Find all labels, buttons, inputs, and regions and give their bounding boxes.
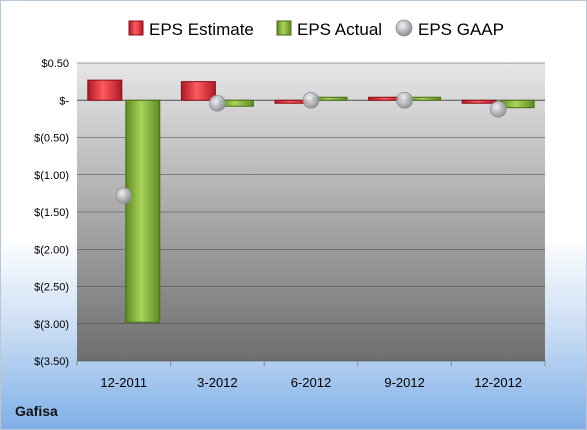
x-tick-label: 3-2012	[197, 375, 237, 390]
bar-eps-estimate	[461, 99, 497, 104]
legend-swatch-actual	[276, 20, 292, 36]
legend-label-actual: EPS Actual	[297, 20, 382, 39]
bar-eps-estimate	[87, 79, 123, 101]
bar-eps-estimate	[180, 81, 216, 101]
legend-item-estimate: EPS Estimate	[128, 20, 254, 39]
marker-eps-gaap	[302, 91, 320, 109]
legend-label-estimate: EPS Estimate	[149, 20, 254, 39]
marker-eps-gaap	[208, 94, 226, 112]
y-axis: $0.50 $- $(0.50) $(1.00) $(1.50) $(2.00) $(2.5…	[34, 58, 69, 368]
x-axis: 12-2011 3-2012 6-2012 9-2012 12-2012	[76, 361, 546, 390]
y-tick-label: $(3.50)	[34, 356, 69, 368]
y-tick-label: $(1.00)	[34, 170, 69, 182]
marker-eps-gaap	[396, 91, 414, 109]
legend-swatch-estimate	[128, 20, 144, 36]
y-tick-label: $(3.00)	[34, 319, 69, 331]
gaap-markers	[115, 91, 507, 205]
legend-label-gaap: EPS GAAP	[418, 20, 504, 39]
y-tick-label: $0.50	[41, 58, 69, 70]
y-tick-label: $(0.50)	[34, 133, 69, 145]
x-tick-label: 12-2011	[100, 375, 147, 390]
bar-eps-actual	[125, 99, 161, 323]
x-tick-label: 9-2012	[384, 375, 424, 390]
legend-item-gaap: EPS GAAP	[395, 19, 504, 39]
legend-swatch-gaap	[395, 19, 413, 37]
y-tick-label: $-	[59, 95, 69, 107]
marker-eps-gaap	[489, 100, 507, 118]
y-tick-label: $(1.50)	[34, 207, 69, 219]
legend-item-actual: EPS Actual	[276, 20, 382, 39]
y-tick-label: $(2.00)	[34, 244, 69, 256]
x-tick-label: 12-2012	[474, 375, 522, 390]
x-tick-label: 6-2012	[291, 375, 331, 390]
company-name: Gafisa	[15, 403, 58, 419]
y-tick-label: $(2.50)	[34, 282, 69, 294]
legend: EPS Estimate EPS Actual EPS GAAP	[128, 19, 504, 39]
marker-eps-gaap	[115, 187, 133, 205]
